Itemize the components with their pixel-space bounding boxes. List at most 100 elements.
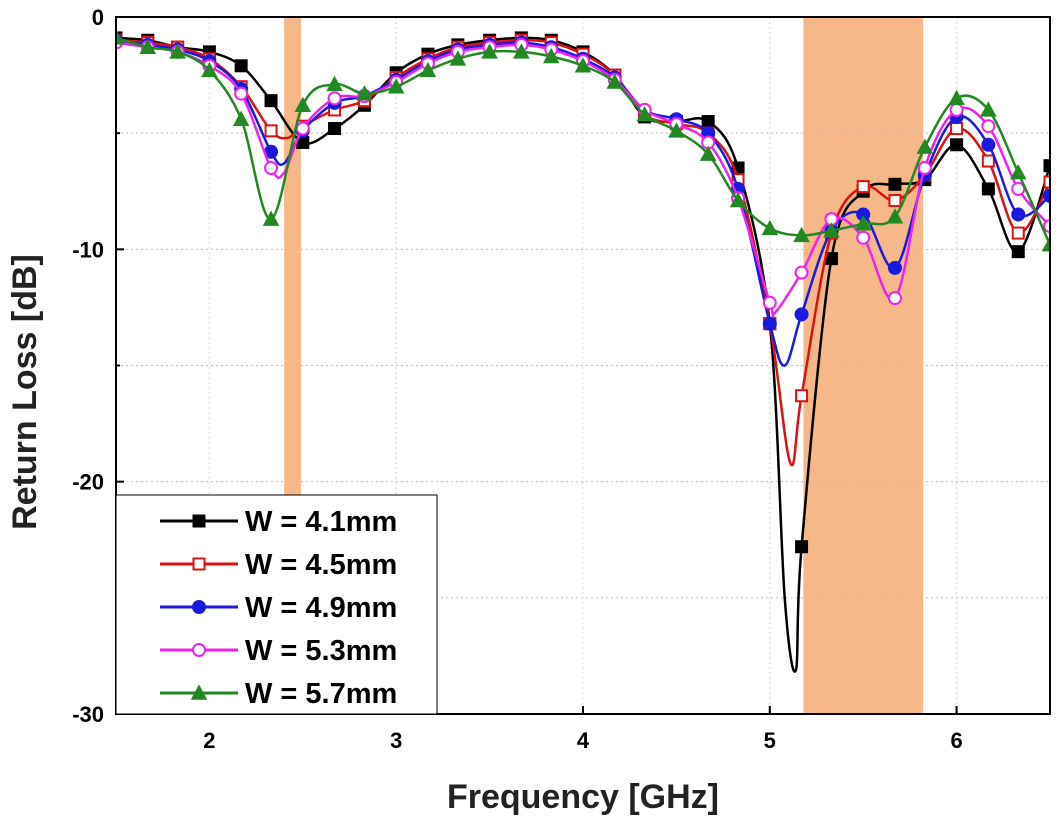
x-tick-label: 3: [390, 728, 402, 753]
data-point-marker: [950, 122, 964, 136]
data-point-marker: [295, 121, 310, 136]
data-point-marker: [701, 115, 715, 129]
data-point-marker: [1043, 219, 1050, 234]
data-point-marker: [264, 94, 278, 108]
legend-item: W = 4.9mm: [160, 592, 397, 624]
axis-ticks: 2 3 4 5 6 0 -10 -20 -30: [72, 5, 963, 753]
data-point-marker: [481, 43, 498, 59]
legend-box: [115, 494, 438, 715]
data-point-marker: [699, 145, 717, 161]
data-point-marker: [886, 208, 904, 224]
data-point-marker: [729, 191, 747, 208]
data-point-marker: [262, 210, 280, 226]
data-point-marker: [328, 122, 342, 136]
legend-marker: [192, 643, 206, 657]
x-tick-label: 4: [577, 728, 590, 753]
data-point-marker: [1041, 236, 1050, 252]
x-tick-label: 2: [203, 728, 215, 753]
y-tick-label: -30: [72, 702, 104, 727]
data-point-marker: [139, 38, 157, 54]
data-point-marker: [887, 291, 902, 306]
legend-label: W = 4.9mm: [245, 592, 397, 624]
data-point-marker: [542, 47, 560, 64]
legend-label: W = 4.1mm: [245, 506, 397, 538]
legend-marker: [192, 600, 206, 614]
data-point-marker: [981, 137, 996, 152]
data-point-marker: [948, 89, 965, 106]
x-tick-label: 6: [950, 728, 962, 753]
legend-item: W = 5.3mm: [160, 635, 397, 667]
data-point-marker: [169, 43, 186, 59]
data-point-marker: [294, 96, 312, 113]
data-point-marker: [232, 110, 250, 126]
data-point-marker: [795, 389, 809, 403]
data-point-marker: [326, 75, 343, 92]
data-point-marker: [981, 182, 995, 196]
data-point-marker: [823, 222, 840, 238]
data-point-marker: [762, 316, 777, 331]
data-point-marker: [1011, 226, 1025, 240]
legend-item: W = 4.1mm: [160, 506, 397, 538]
data-point-marker: [264, 124, 278, 138]
y-axis-title: Return Loss [dB]: [6, 254, 44, 530]
y-tick-label: -20: [72, 470, 104, 495]
legend-label: W = 5.3mm: [245, 635, 397, 667]
legend-marker: [190, 684, 208, 700]
data-point-marker: [793, 226, 810, 243]
data-point-marker: [419, 61, 437, 78]
data-point-marker: [887, 260, 902, 275]
data-point-marker: [606, 73, 624, 89]
data-point-marker: [980, 101, 997, 117]
data-point-marker: [917, 161, 932, 176]
data-point-marker: [116, 29, 125, 45]
data-point-marker: [795, 540, 809, 554]
data-point-marker: [981, 154, 995, 168]
data-point-marker: [513, 43, 530, 59]
data-point-marker: [1043, 159, 1050, 173]
data-point-marker: [327, 91, 342, 106]
legend-label: W = 5.7mm: [245, 678, 397, 710]
data-point-marker: [636, 105, 653, 122]
data-point-marker: [1011, 245, 1025, 259]
legend-marker: [192, 514, 206, 528]
data-point-marker: [1009, 164, 1027, 180]
data-point-marker: [981, 119, 996, 134]
y-tick-label: -10: [72, 237, 104, 262]
data-point-marker: [854, 215, 872, 231]
data-point-marker: [856, 230, 871, 245]
data-point-marker: [888, 177, 902, 191]
data-point-marker: [574, 57, 592, 73]
legend-label: W = 4.5mm: [245, 549, 397, 581]
data-point-marker: [264, 161, 279, 176]
data-point-marker: [1043, 175, 1050, 189]
data-point-marker: [794, 265, 809, 280]
data-point-marker: [888, 194, 902, 208]
data-point-marker: [949, 102, 964, 117]
data-point-marker: [234, 59, 248, 73]
data-point-marker: [761, 219, 779, 236]
data-point-marker: [356, 85, 373, 101]
x-axis-title: Frequency [GHz]: [447, 778, 719, 816]
data-point-marker: [668, 122, 685, 138]
data-point-marker: [916, 138, 934, 154]
y-tick-label: 0: [92, 5, 104, 30]
data-point-marker: [449, 50, 467, 66]
data-point-marker: [856, 180, 870, 194]
highlight-band-2: [803, 17, 923, 714]
x-tick-label: 5: [764, 728, 776, 753]
series-5: [116, 29, 1050, 252]
data-point-marker: [762, 295, 777, 310]
legend-item: W = 4.5mm: [160, 549, 397, 581]
legend: W = 4.1mm W = 4.5mm W = 4.9mm W = 5.3mm W = …: [115, 494, 438, 715]
data-point-marker: [794, 307, 809, 322]
data-point-marker: [1043, 188, 1050, 203]
data-point-marker: [234, 86, 249, 101]
legend-marker: [192, 557, 206, 571]
data-point-marker: [387, 78, 405, 94]
data-point-marker: [824, 252, 838, 266]
legend-item: W = 5.7mm: [160, 678, 397, 710]
data-point-marker: [950, 138, 964, 152]
data-point-marker: [1011, 207, 1026, 222]
data-point-marker: [201, 61, 218, 78]
